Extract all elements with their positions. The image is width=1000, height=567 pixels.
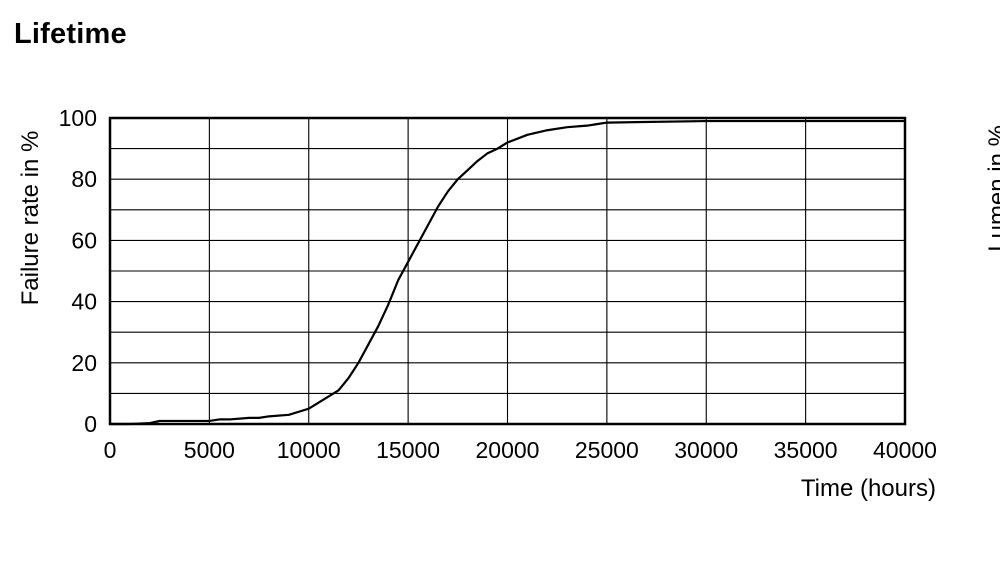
x-tick-label: 25000 [575,437,639,463]
failure-rate-line [108,119,907,426]
page-title: Lifetime [14,18,127,50]
x-tick-label: 30000 [674,437,738,463]
x-tick-label: 20000 [476,437,540,463]
x-tick-label: 10000 [277,437,341,463]
gridlines [110,118,905,424]
x-tick-label: 0 [104,437,117,463]
y-tick-label: 0 [84,411,97,437]
y-tick-label: 100 [59,105,97,131]
y-tick-label: 80 [71,166,97,192]
y-tick-label: 60 [71,227,97,253]
x-tick-label: 40000 [873,437,937,463]
y-axis-title: Failure rate in % [17,131,44,306]
x-tick-label: 15000 [376,437,440,463]
clipped-second-chart-ylabel: Lumen in % [984,125,1000,252]
y-tick-label: 20 [71,350,97,376]
y-tick-label: 40 [71,289,97,315]
x-tick-label: 35000 [774,437,838,463]
x-axis-title: Time (hours) [801,475,936,502]
x-tick-label: 5000 [184,437,235,463]
y-tick-labels: 0 20 40 60 80 100 [59,105,97,437]
plot-frame [108,116,907,426]
x-tick-labels: 0 5000 10000 15000 20000 25000 30000 35000 40000 [104,437,937,463]
